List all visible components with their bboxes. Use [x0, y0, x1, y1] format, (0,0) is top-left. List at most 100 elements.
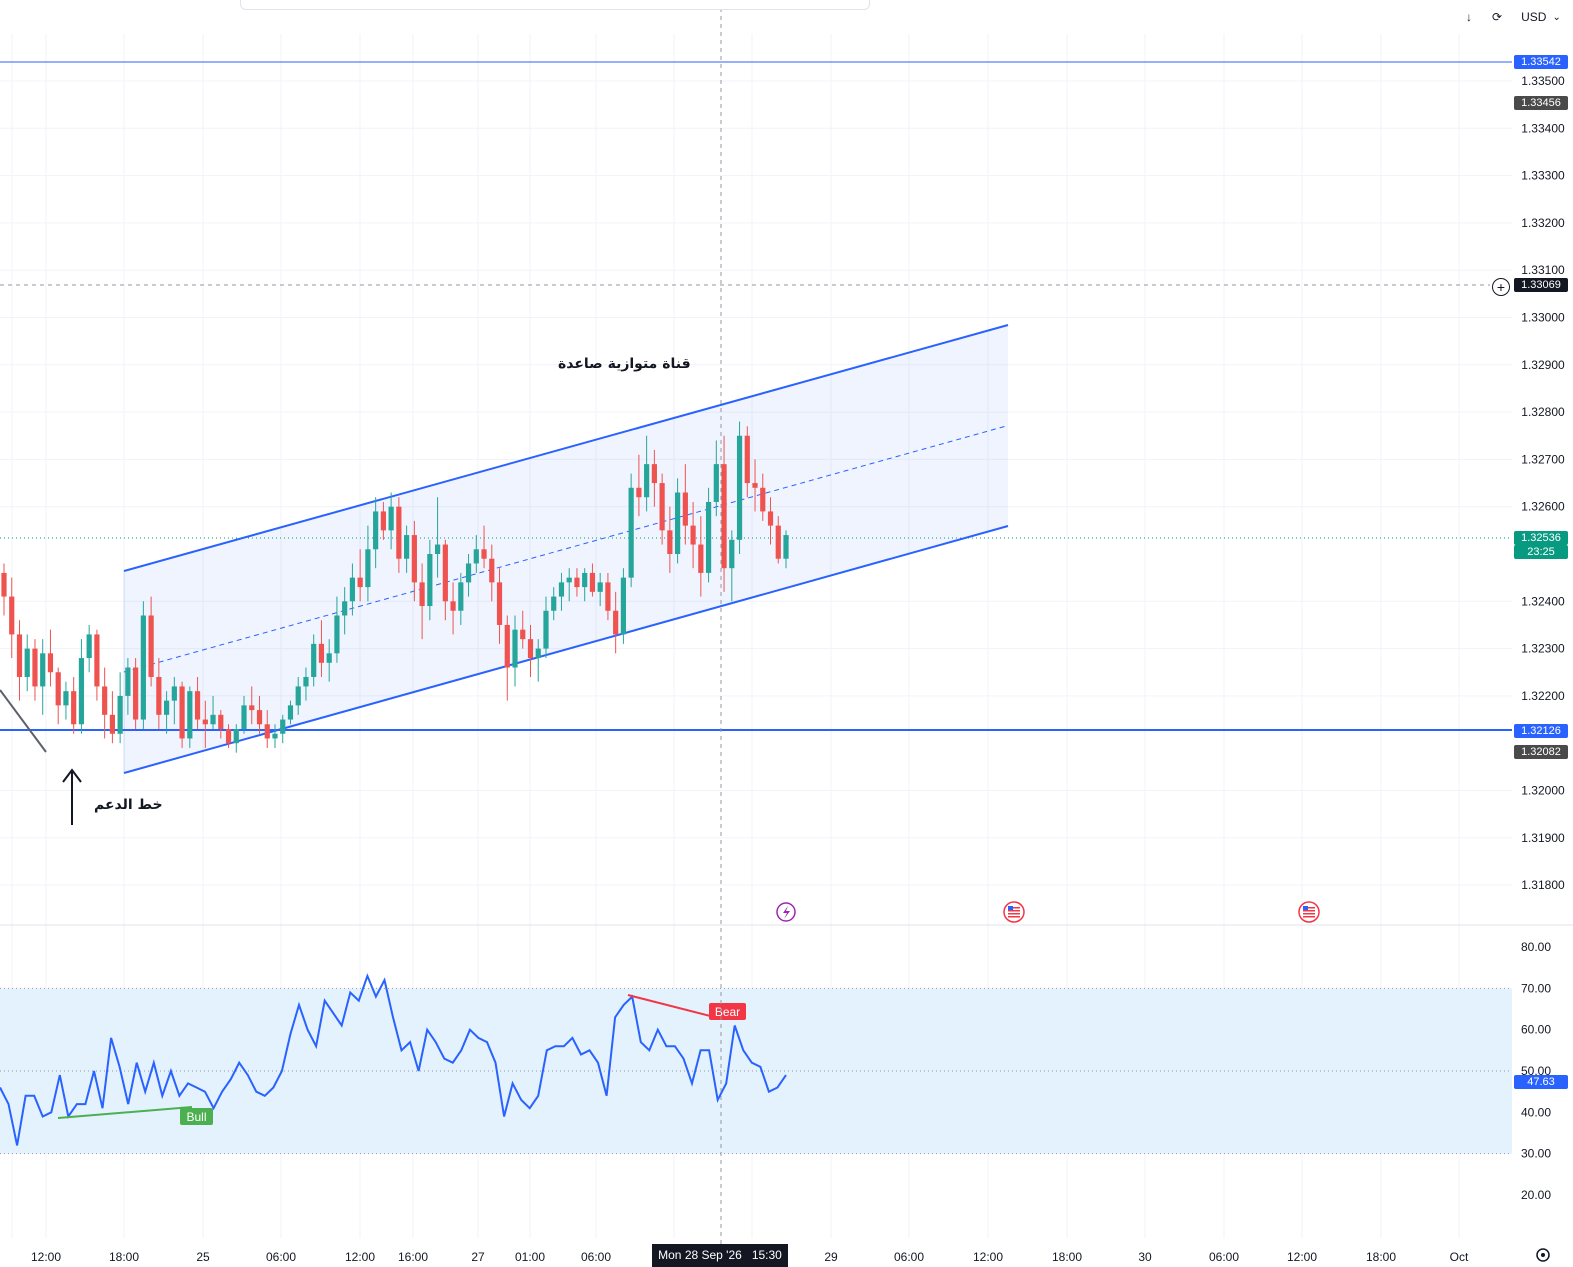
add-alert-icon[interactable]: + [1492, 278, 1510, 296]
bear-candle [690, 501, 696, 569]
rsi-pane [0, 973, 1512, 1155]
rsi-value-tag: 47.63 [1514, 1075, 1568, 1089]
bull-candle [551, 587, 557, 621]
rsi-axis[interactable]: 80.00 70.00 60.00 50.00 40.00 30.00 20.00 [1521, 940, 1551, 1202]
bear-candle [194, 676, 201, 730]
bull-candle [388, 492, 394, 550]
price-tick-label: 1.32700 [1521, 452, 1565, 466]
bull-candle [326, 639, 332, 682]
price-tick-label: 1.33300 [1521, 169, 1565, 183]
bull-candle [597, 572, 603, 607]
bear-candle [574, 568, 580, 597]
support-annotation[interactable]: خط الدعم [94, 797, 163, 813]
bull-candle [434, 497, 441, 578]
bear-candle [667, 506, 673, 573]
bear-tag: Bear [709, 1003, 746, 1020]
bull-candle [736, 421, 743, 554]
bear-candle [218, 710, 224, 739]
bear-candle [32, 639, 38, 701]
bull-candle [349, 563, 356, 616]
bear-candle [520, 610, 526, 649]
bull-candle [63, 681, 69, 720]
gear-center [1541, 1253, 1545, 1257]
bear-tag-label: Bear [715, 1005, 740, 1019]
rsi-tick-label: 60.00 [1521, 1023, 1551, 1037]
event-markers[interactable] [776, 901, 1320, 923]
download-icon[interactable]: ↓ [1466, 10, 1472, 24]
bear-candle [156, 658, 162, 730]
bull-candle [628, 473, 634, 588]
rsi-tick-label: 20.00 [1521, 1188, 1551, 1202]
bull-candle [512, 615, 518, 687]
support-drawing[interactable] [0, 689, 82, 825]
settings-icon[interactable] [1536, 1248, 1550, 1262]
bear-candle [109, 691, 115, 744]
bear-candle [9, 577, 15, 659]
bear-candle [380, 501, 386, 540]
bear-candle [419, 563, 425, 640]
currency-selector[interactable]: USD ⌄ [1514, 6, 1568, 28]
time-axis[interactable]: 12:00 18:00 25 06:00 12:00 16:00 27 01:00 06:00 2… [31, 1250, 1469, 1264]
bull-candle [140, 601, 146, 730]
sync-icon[interactable]: ⟳ [1491, 10, 1503, 24]
bear-candle [481, 525, 487, 569]
bull-candle [187, 686, 193, 748]
price-tick-label: 1.33500 [1521, 74, 1565, 88]
bear-candle [225, 724, 232, 748]
price-axis[interactable]: 1.33500 1.33400 1.33300 1.33200 1.33100 1.330… [1521, 74, 1565, 892]
parallel-channel[interactable] [123, 324, 1009, 774]
bear-candle [605, 572, 611, 621]
bull-candle [78, 639, 85, 734]
upper-line-tag: 1.33542 [1514, 55, 1568, 69]
price-tick-label: 1.33100 [1521, 263, 1565, 277]
bull-candle [729, 530, 735, 602]
bear-candle [1, 563, 7, 616]
bull-candle [473, 535, 479, 573]
bear-candle [396, 497, 402, 573]
channel-annotation[interactable]: قناة متوازية صاعدة [558, 356, 691, 372]
bear-candle [760, 473, 766, 521]
currency-label: USD [1521, 10, 1547, 24]
time-tick-label: 16:00 [398, 1250, 428, 1264]
time-tick-label: 12:00 [31, 1250, 61, 1264]
bear-candle [721, 435, 727, 592]
time-tick-label: 18:00 [109, 1250, 139, 1264]
bear-candle [16, 620, 23, 701]
rsi-line [0, 973, 787, 1146]
bull-candle [582, 568, 588, 602]
rsi-tick-label: 40.00 [1521, 1105, 1551, 1119]
price-tick-label: 1.32300 [1521, 642, 1565, 656]
price-tick-label: 1.32000 [1521, 784, 1565, 798]
bear-candle [767, 497, 774, 545]
bear-candle [489, 544, 495, 602]
bull-candle [40, 639, 46, 715]
last-price-tag: 1.32536 [1514, 531, 1568, 545]
price-tick-label: 1.32200 [1521, 689, 1565, 703]
bear-candle [589, 563, 596, 597]
bear-candle [55, 667, 61, 725]
horizontal-lines[interactable] [0, 61, 1512, 731]
bear-candle [613, 591, 619, 654]
bull-candle [24, 634, 30, 692]
bull-candle [295, 676, 301, 715]
price-tick-label: 1.32800 [1521, 405, 1565, 419]
bull-candle [280, 714, 286, 744]
bear-candle [442, 539, 448, 621]
drawing-toolbar[interactable] [240, 0, 870, 10]
bull-candle [342, 587, 348, 635]
bear-candle [102, 667, 108, 739]
bear-candle [636, 454, 642, 517]
time-tick-label: Oct [1450, 1250, 1469, 1264]
rsi-tick-label: 30.00 [1521, 1147, 1551, 1161]
bear-candle [264, 710, 270, 748]
time-tick-label: 18:00 [1052, 1250, 1082, 1264]
bull-candle [163, 691, 170, 734]
bear-candle [450, 582, 456, 635]
bear-candle [357, 549, 363, 602]
bear-candle [496, 568, 503, 644]
bear-candle [504, 615, 510, 701]
bear-candle [659, 473, 665, 545]
bull-candle [334, 596, 340, 663]
time-tick-label: 01:00 [515, 1250, 545, 1264]
